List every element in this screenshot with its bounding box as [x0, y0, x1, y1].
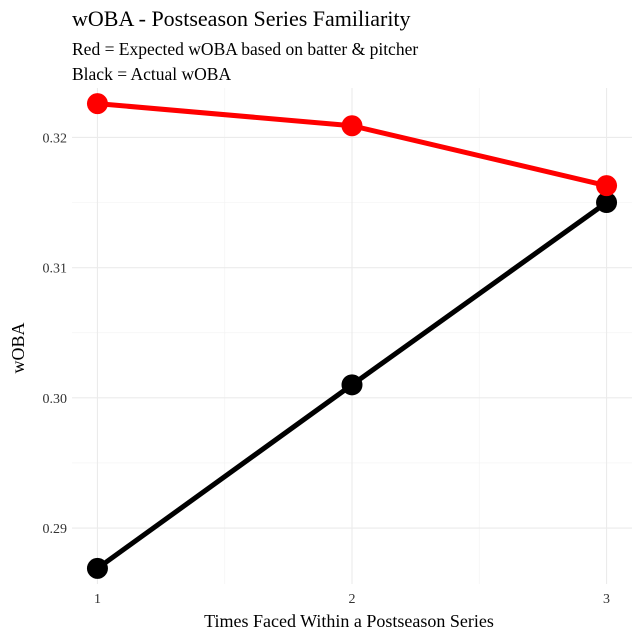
y-tick-label: 0.29	[43, 522, 68, 537]
series-layer	[86, 93, 618, 579]
data-point-expected-woba	[86, 93, 108, 115]
x-tick-label: 2	[349, 592, 356, 607]
series-actual-woba	[86, 192, 618, 579]
y-tick-label: 0.31	[43, 262, 68, 277]
y-tick-label: 0.30	[43, 392, 68, 407]
y-tick-label: 0.32	[43, 131, 68, 146]
x-axis-title: Times Faced Within a Postseason Series	[204, 611, 494, 631]
series-expected-woba	[86, 93, 618, 197]
chart-subtitle-line-1: Red = Expected wOBA based on batter & pi…	[72, 39, 418, 59]
data-point-expected-woba	[341, 115, 363, 137]
grid	[72, 88, 632, 584]
y-axis-title: wOBA	[8, 322, 28, 373]
x-axis-ticks: 1 2 3	[94, 592, 610, 607]
data-point-actual-woba	[596, 192, 618, 214]
y-axis-ticks: 0.29 0.30 0.31 0.32	[43, 131, 68, 537]
data-point-actual-woba	[341, 374, 363, 396]
data-point-actual-woba	[86, 557, 108, 579]
x-tick-label: 1	[94, 592, 101, 607]
chart-subtitle-line-2: Black = Actual wOBA	[72, 64, 231, 84]
x-tick-label: 3	[603, 592, 610, 607]
data-point-expected-woba	[596, 175, 618, 197]
chart-title: wOBA - Postseason Series Familiarity	[72, 6, 411, 31]
